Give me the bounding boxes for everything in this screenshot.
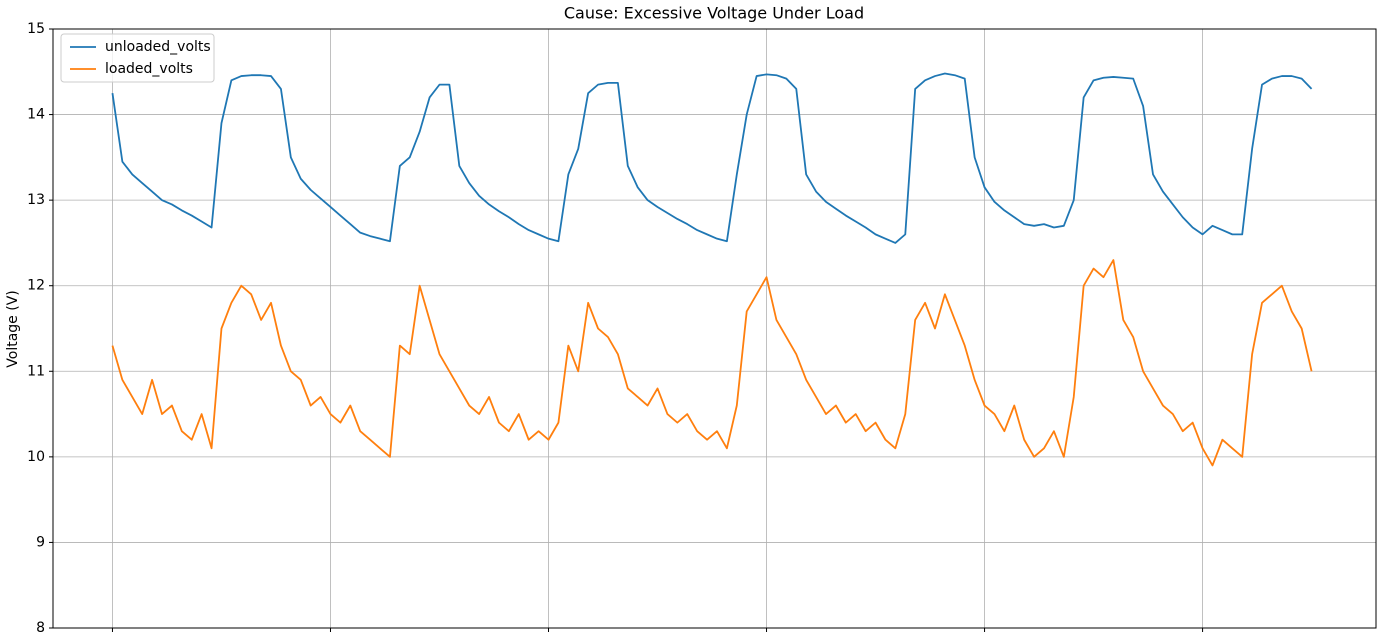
y-tick-label: 14 xyxy=(27,107,45,123)
plot-frame xyxy=(52,28,1377,629)
y-tick-label: 9 xyxy=(36,534,45,550)
y-tick-label: 15 xyxy=(27,21,45,37)
y-axis-label: Voltage (V) xyxy=(5,290,21,367)
legend-box xyxy=(60,33,215,83)
y-tick-label: 13 xyxy=(27,192,45,208)
chart-title: Cause: Excessive Voltage Under Load xyxy=(564,4,864,23)
y-tick-label: 8 xyxy=(36,620,45,635)
legend-label: loaded_volts xyxy=(105,61,193,77)
y-tick-label: 10 xyxy=(27,449,45,465)
series-line xyxy=(111,259,1313,467)
y-tick-label: 12 xyxy=(27,278,45,294)
legend-label: unloaded_volts xyxy=(105,39,211,55)
y-tick-label: 11 xyxy=(27,363,45,379)
series-line xyxy=(111,72,1313,244)
